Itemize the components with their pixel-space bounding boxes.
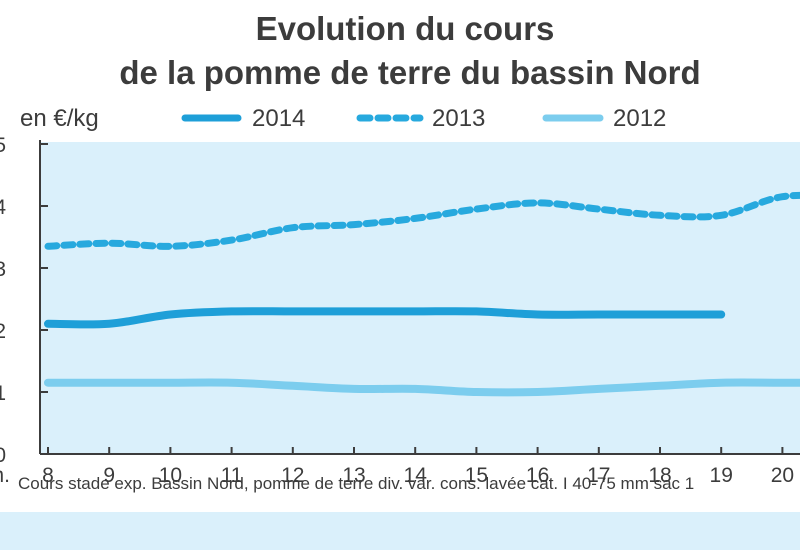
x-tick-label: 19 (710, 464, 733, 487)
series-line-2013 (44, 191, 800, 250)
unit-label: en €/kg (20, 105, 99, 132)
x-tick-label: 20 (771, 464, 794, 487)
series-line-2014 (44, 307, 726, 329)
y-tick-label: 1 (0, 382, 6, 405)
y-tick-label: 2 (0, 320, 6, 343)
x-tick-label: 10 (159, 464, 182, 487)
x-tick-label: 18 (648, 464, 671, 487)
y-tick-label: 5 (0, 134, 6, 157)
x-tick-label: 9 (103, 464, 115, 487)
axes (39, 140, 800, 455)
legend-label-2013: 2013 (432, 105, 485, 132)
legend-label-2012: 2012 (613, 105, 666, 132)
y-tick-label: 0 (0, 444, 6, 467)
chart-title-line-1: Evolution du cours (256, 10, 555, 47)
x-tick-label: 15 (465, 464, 488, 487)
x-tick-label: 16 (526, 464, 549, 487)
x-tick-label: 13 (342, 464, 365, 487)
x-tick-label: 8 (42, 464, 54, 487)
source-note: Cours stade exp. Bassin Nord, pomme de t… (18, 474, 694, 493)
plot-area (40, 142, 800, 454)
series-layer (44, 191, 800, 397)
legend: 2014 2013 2012 (181, 105, 666, 132)
footer-band (0, 512, 800, 550)
x-axis-ticks: m.8910111213141516171819202 (0, 447, 794, 487)
x-axis-first-label: m. (0, 464, 10, 487)
y-axis-ticks: 0 1 2 3 4 5 (0, 134, 48, 467)
legend-label-2014: 2014 (252, 105, 305, 132)
y-tick-label: 4 (0, 196, 6, 219)
y-tick-label: 3 (0, 258, 6, 281)
chart-title-line-2: de la pomme de terre du bassin Nord (119, 54, 700, 91)
x-tick-label: 17 (587, 464, 610, 487)
x-tick-label: 12 (281, 464, 304, 487)
series-line-2012 (44, 378, 800, 397)
x-tick-label: 11 (221, 464, 243, 487)
x-tick-label: 14 (404, 464, 428, 487)
